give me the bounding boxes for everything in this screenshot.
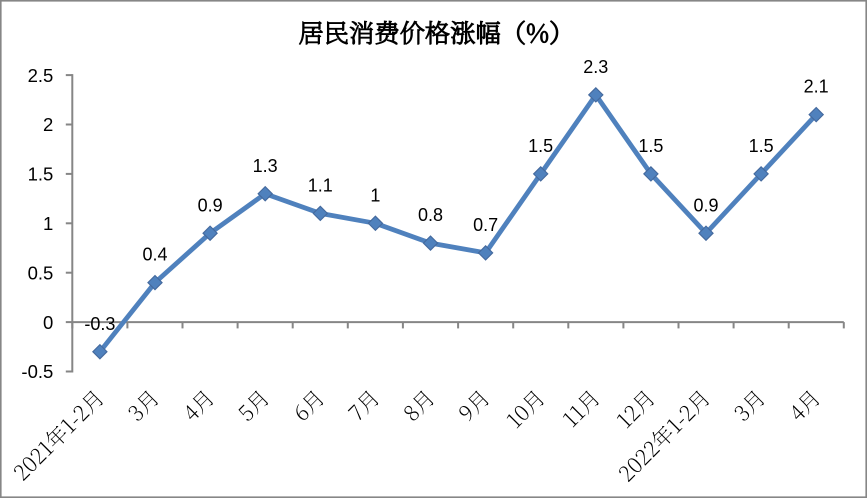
svg-text:0.8: 0.8 xyxy=(418,205,443,225)
svg-text:1.1: 1.1 xyxy=(308,176,333,196)
svg-text:0.9: 0.9 xyxy=(693,195,718,215)
svg-text:1.5: 1.5 xyxy=(28,164,54,185)
svg-text:1: 1 xyxy=(43,213,53,234)
svg-text:-0.5: -0.5 xyxy=(21,361,53,382)
svg-text:1.5: 1.5 xyxy=(749,136,774,156)
svg-text:0: 0 xyxy=(43,312,53,333)
svg-text:1.5: 1.5 xyxy=(638,136,663,156)
svg-text:0.5: 0.5 xyxy=(28,262,54,283)
svg-text:0.7: 0.7 xyxy=(473,215,498,235)
svg-text:2.1: 2.1 xyxy=(804,77,829,97)
svg-text:0.4: 0.4 xyxy=(142,245,167,265)
svg-text:1.3: 1.3 xyxy=(253,156,278,176)
svg-text:0.9: 0.9 xyxy=(198,195,223,215)
svg-text:2.5: 2.5 xyxy=(28,65,54,86)
svg-text:2: 2 xyxy=(43,114,53,135)
svg-text:1.5: 1.5 xyxy=(528,136,553,156)
svg-text:2.3: 2.3 xyxy=(583,57,608,77)
svg-text:1: 1 xyxy=(370,185,380,205)
svg-text:-0.3: -0.3 xyxy=(84,314,115,334)
